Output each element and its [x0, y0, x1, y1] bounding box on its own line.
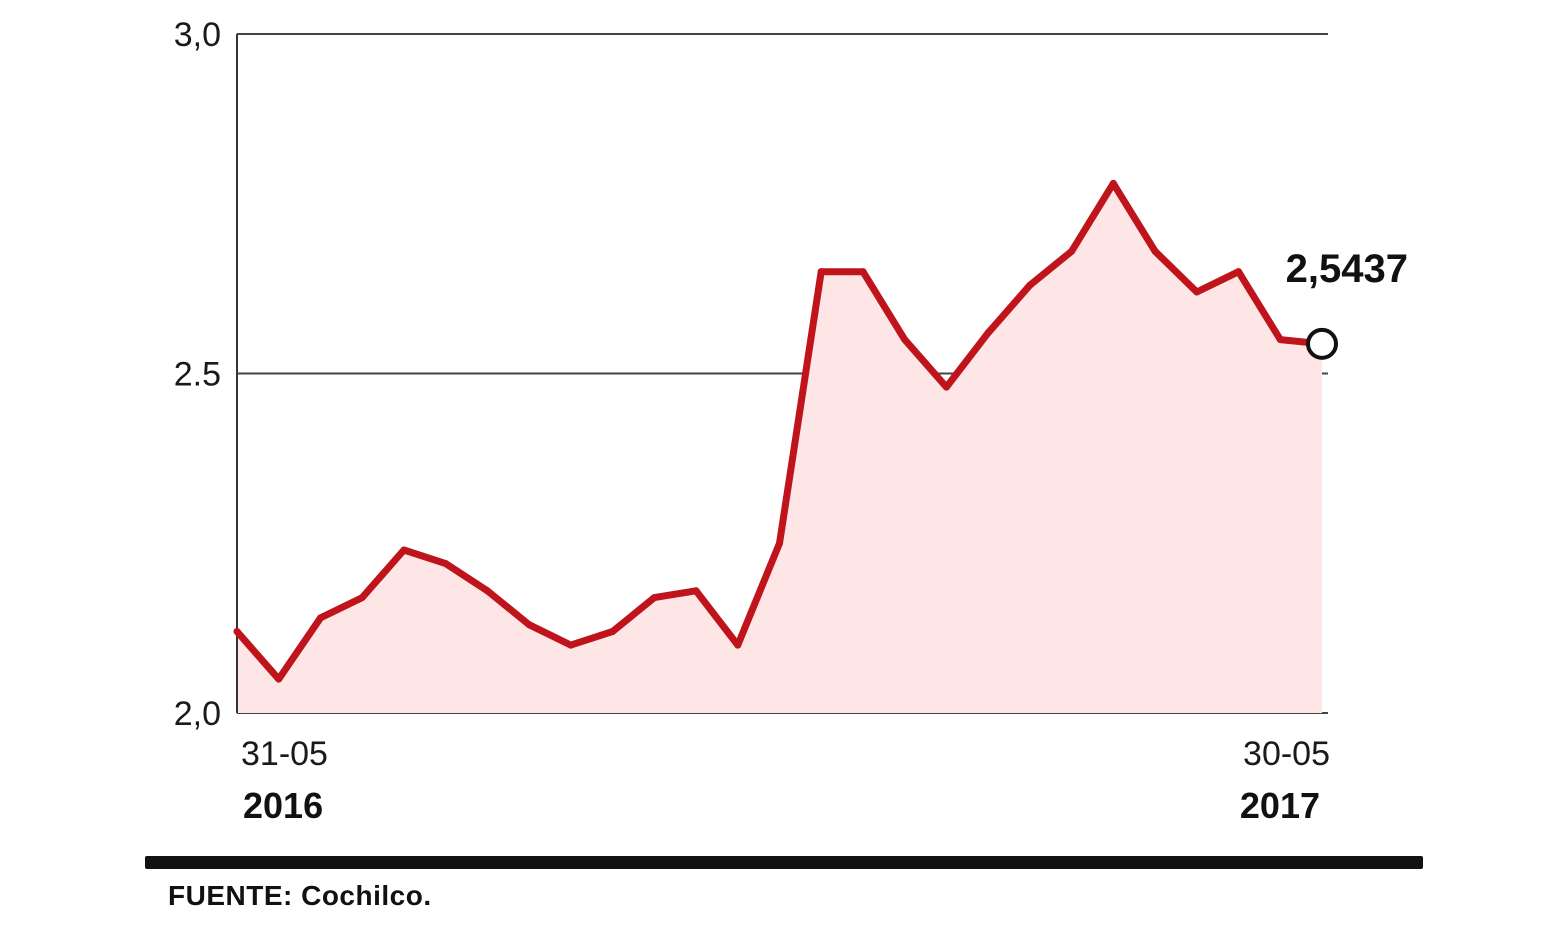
x-tick-year: 2016 [243, 785, 323, 826]
data-point [233, 628, 241, 636]
last-value-label: 2,5437 [1286, 247, 1408, 291]
data-point [984, 329, 992, 337]
data-point [776, 539, 783, 547]
data-point [567, 641, 575, 649]
data-point [1276, 336, 1284, 344]
y-tick-label: 3,0 [174, 16, 221, 54]
y-tick-labels: 3,0 2.5 2,0 [174, 16, 221, 733]
data-point [1068, 247, 1076, 255]
x-tick-year: 2017 [1240, 785, 1320, 826]
data-point [316, 614, 324, 622]
data-point [1026, 281, 1034, 289]
data-point [901, 336, 909, 344]
data-point [609, 628, 617, 636]
end-point-marker [1306, 327, 1338, 360]
data-point [1151, 247, 1159, 255]
y-tick-label: 2.5 [174, 356, 221, 394]
data-point [734, 641, 742, 649]
source-note: FUENTE: Cochilco. [168, 880, 432, 911]
data-point [692, 587, 700, 595]
y-tick-label: 2,0 [174, 695, 221, 733]
data-point [942, 383, 950, 391]
data-point [275, 675, 283, 683]
chart: 3,0 2.5 2,0 31-05 2016 30-05 2017 2,5437 [174, 16, 1408, 826]
data-point [483, 587, 491, 595]
data-point [1109, 179, 1117, 187]
area-fill [237, 183, 1322, 713]
data-point [817, 268, 825, 276]
data-point [358, 594, 366, 602]
x-tick-label: 30-05 [1243, 735, 1330, 773]
data-point [1193, 288, 1201, 296]
data-point [442, 560, 450, 568]
bottom-rule [145, 856, 1423, 869]
x-tick-labels: 31-05 2016 30-05 2017 [241, 735, 1330, 826]
data-point [859, 268, 867, 276]
data-point [1235, 268, 1243, 276]
data-points [233, 179, 1326, 683]
data-point [400, 546, 408, 554]
x-tick-label: 31-05 [241, 735, 328, 773]
data-point [525, 621, 533, 629]
data-point [650, 594, 658, 602]
